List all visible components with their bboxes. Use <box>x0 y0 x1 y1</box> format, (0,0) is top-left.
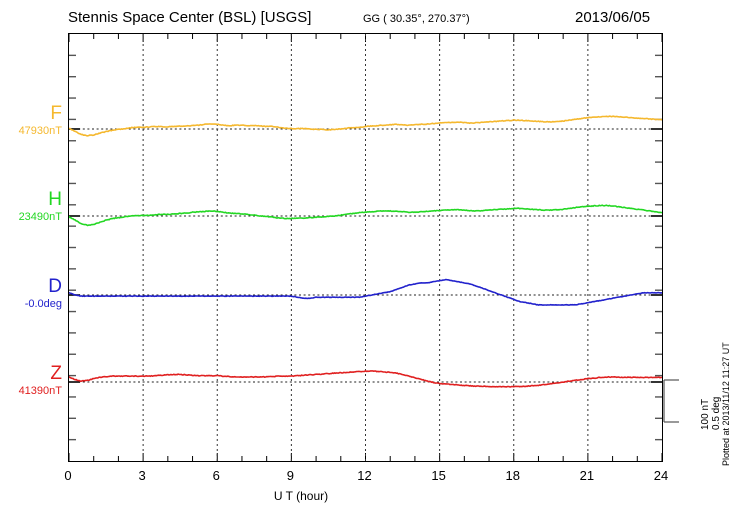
magnetogram-svg <box>69 34 662 461</box>
trace-symbol-d: D <box>48 276 62 297</box>
x-tick-label-3: 3 <box>138 468 146 483</box>
trace-line-z <box>69 370 662 388</box>
x-tick-label-9: 9 <box>286 468 294 483</box>
x-tick-label-0: 0 <box>64 468 72 483</box>
trace-label-d: D -0.0deg <box>0 277 62 311</box>
trace-label-f: F 47930nT <box>0 104 62 138</box>
trace-line-h <box>69 204 662 227</box>
plotted-at-label: Plotted at 2013/11/12 11:27 UT <box>721 342 730 466</box>
scale-bar <box>663 379 679 423</box>
x-axis-title-text: U T (hour) <box>273 489 329 503</box>
plot-area <box>68 33 663 462</box>
trace-value-d: -0.0deg <box>24 298 62 310</box>
trace-symbol-h: H <box>48 189 62 210</box>
x-tick-label-6: 6 <box>212 468 220 483</box>
trace-value-z: 41390nT <box>18 385 62 397</box>
page-title: Stennis Space Center (BSL) [USGS] <box>68 9 312 26</box>
x-tick-label-24: 24 <box>653 468 669 483</box>
x-tick-label-18: 18 <box>505 468 520 483</box>
trace-value-f: 47930nT <box>18 125 62 137</box>
trace-label-z: Z 41390nT <box>0 364 62 398</box>
trace-line-f <box>69 115 662 137</box>
geographic-coordinates: GG ( 30.35°, 270.37°) <box>363 13 470 25</box>
x-tick-label-15: 15 <box>431 468 446 483</box>
observation-date: 2013/06/05 <box>575 9 651 26</box>
x-tick-label-12: 12 <box>357 468 372 483</box>
trace-symbol-f: F <box>50 103 62 124</box>
trace-symbol-z: Z <box>50 363 62 384</box>
trace-value-h: 23490nT <box>18 211 62 223</box>
trace-line-d <box>69 278 662 306</box>
x-tick-label-21: 21 <box>579 468 595 483</box>
scale-bar-nt-label: 100 nT <box>700 398 711 430</box>
trace-label-h: H 23490nT <box>0 190 62 224</box>
x-axis-title: U T (hour) <box>0 489 730 503</box>
